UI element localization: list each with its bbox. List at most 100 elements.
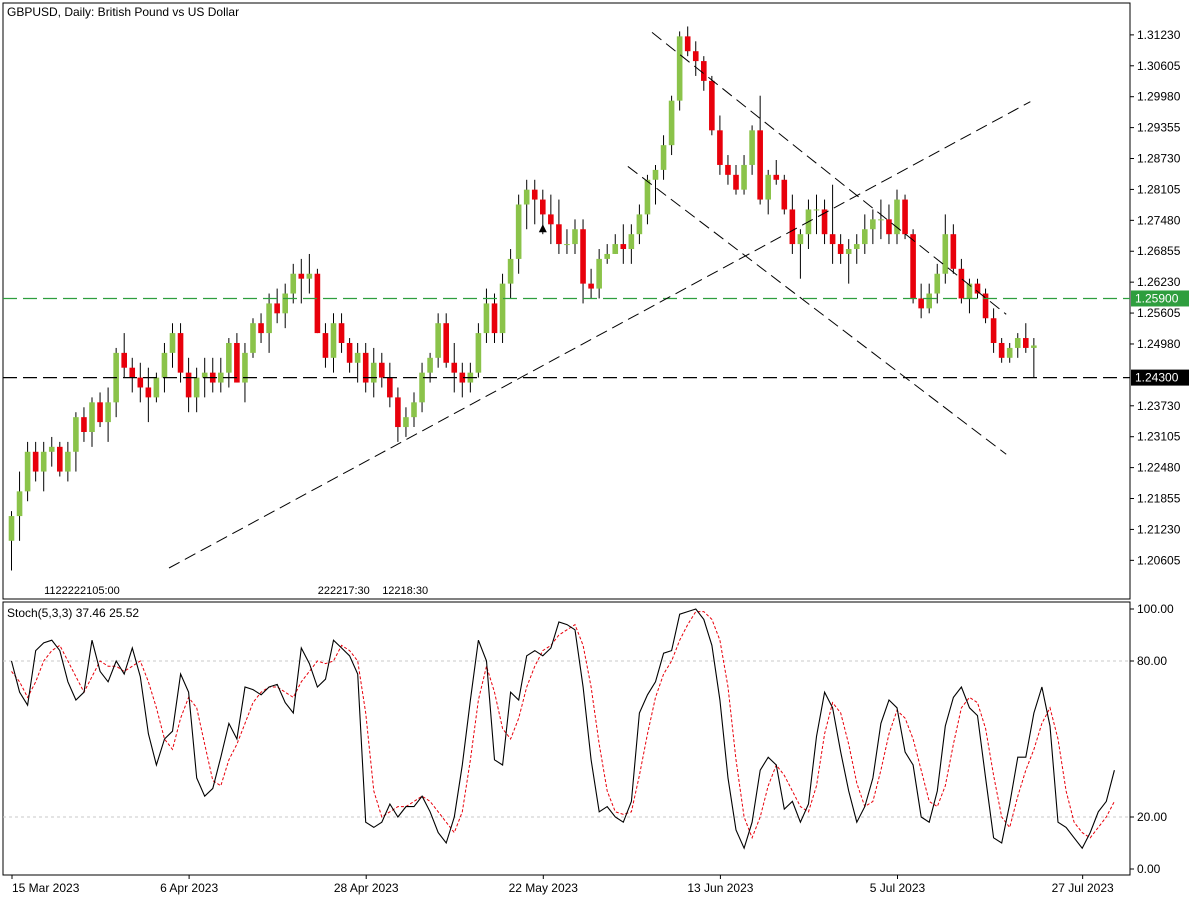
candle-body-bull: [797, 234, 804, 245]
candle-body-bear: [395, 397, 401, 428]
candle-body-bear: [145, 387, 152, 398]
candle-body-bear: [177, 333, 184, 373]
stacked-time-label: 12218:30: [382, 585, 428, 597]
stoch-axis: 100.00 80.00 20.00 0.00: [1130, 602, 1174, 876]
candle-body-bull: [749, 130, 755, 165]
price-tick-label: 1.22480: [1137, 461, 1181, 475]
candle-body-bull: [266, 303, 272, 334]
horizontal-line-price-tag: [1131, 290, 1189, 307]
candle-body-bear: [773, 174, 780, 180]
stoch-tick-label: 100.00: [1137, 602, 1174, 616]
candle-body-bear: [540, 199, 546, 215]
candle-body-bull: [306, 273, 313, 279]
candle-body-bull: [612, 244, 619, 254]
candle-body-bear: [57, 446, 63, 472]
candle-body-bear: [757, 130, 763, 200]
time-tick-label: 15 Mar 2023: [12, 881, 80, 895]
candle-body-bull: [636, 214, 643, 235]
main-panel-frame: [2, 2, 1131, 600]
candle-body-bull: [926, 293, 932, 309]
candle-body-bull: [242, 352, 248, 383]
candle-body-bull: [435, 323, 441, 358]
candle-body-bear: [701, 61, 707, 81]
price-tick-label: 1.28730: [1137, 152, 1181, 166]
candle-body-bull: [523, 189, 530, 205]
candle-body-bull: [419, 372, 425, 403]
candle-body-bull: [668, 100, 675, 146]
candle-body-bear: [692, 51, 699, 62]
price-tick-label: 1.23730: [1137, 399, 1181, 413]
candle-body-bear: [531, 189, 538, 200]
price-tick-label: 1.21230: [1137, 522, 1181, 536]
candle-body-bull: [515, 204, 522, 259]
candle-body-bear: [620, 244, 627, 250]
candle-body-bull: [193, 377, 200, 398]
overlays-layer: 1.25900 1.24300 1122222105:00 222217:30 1221…: [3, 32, 1189, 597]
stoch-layer: [3, 608, 1130, 850]
candle-body-bear: [258, 323, 264, 334]
time-tick-label: 13 Jun 2023: [687, 881, 753, 895]
stoch-main-line: [10, 608, 1115, 850]
candle-body-bull: [741, 164, 747, 190]
candle-body-bear: [548, 214, 554, 225]
price-tick-label: 1.21855: [1137, 492, 1181, 506]
candle-body-bull: [65, 451, 71, 472]
time-tick-label: 28 Apr 2023: [334, 881, 399, 895]
trend-line: [651, 32, 1007, 315]
candle-body-bear: [829, 234, 836, 245]
candle-body-bear: [902, 199, 908, 235]
candle-body-bull: [870, 219, 876, 230]
price-tick-label: 1.24980: [1137, 337, 1181, 351]
candle-body-bear: [121, 352, 127, 368]
candle-body-bear: [837, 244, 844, 254]
candle-body-bear: [1023, 338, 1029, 348]
candle-body-bear: [338, 323, 345, 343]
candle-body-bull: [226, 342, 232, 373]
candle-body-bear: [298, 273, 305, 279]
horizontal-line-price-label: 1.24300: [1135, 371, 1179, 385]
candle-body-bear: [821, 209, 828, 235]
candle-body-bull: [966, 283, 973, 299]
candle-body-bull: [250, 323, 256, 353]
candle-body-bear: [974, 283, 981, 294]
candle-body-bear: [137, 377, 144, 388]
stacked-time-label: 1122222105:00: [44, 585, 120, 597]
candle-body-bull: [942, 234, 949, 274]
candle-body-bull: [290, 273, 297, 294]
price-tick-label: 1.29980: [1137, 90, 1181, 104]
candle-body-bull: [403, 417, 409, 428]
candle-body-bull: [282, 293, 288, 314]
price-tick-label: 1.27480: [1137, 213, 1181, 227]
candle-body-bull: [354, 352, 361, 363]
candle-body-bull: [1031, 345, 1037, 348]
stoch-tick-label: 20.00: [1137, 810, 1167, 824]
time-tick-label: 22 May 2023: [509, 881, 579, 895]
candle-body-bear: [733, 174, 739, 190]
candle-body-bear: [379, 362, 385, 378]
candle-body-bull: [24, 451, 31, 492]
candle-body-bull: [161, 352, 168, 378]
candle-body-bull: [765, 174, 771, 200]
candle-body-bull: [483, 303, 490, 334]
candle-body-bull: [201, 372, 208, 378]
candle-body-bear: [322, 333, 329, 358]
candle-body-bull: [475, 333, 482, 373]
candle-body-bear: [274, 303, 280, 314]
stacked-time-label: 222217:30: [318, 585, 370, 597]
price-tick-label: 1.23105: [1137, 430, 1181, 444]
candle-body-bull: [813, 209, 820, 211]
candle-body-bear: [459, 372, 466, 383]
trend-line: [627, 166, 1007, 455]
candle-body-bull: [40, 451, 47, 472]
trend-line: [168, 101, 1031, 569]
candle-body-bull: [16, 491, 23, 517]
candle-body-bull: [862, 229, 868, 245]
candle-body-bull: [411, 402, 417, 418]
candle-body-bull: [572, 229, 578, 245]
candle-body-bear: [314, 273, 321, 334]
candle-body-bull: [644, 179, 651, 215]
candle-body-bear: [918, 298, 924, 309]
candle-body-bear: [910, 234, 916, 299]
